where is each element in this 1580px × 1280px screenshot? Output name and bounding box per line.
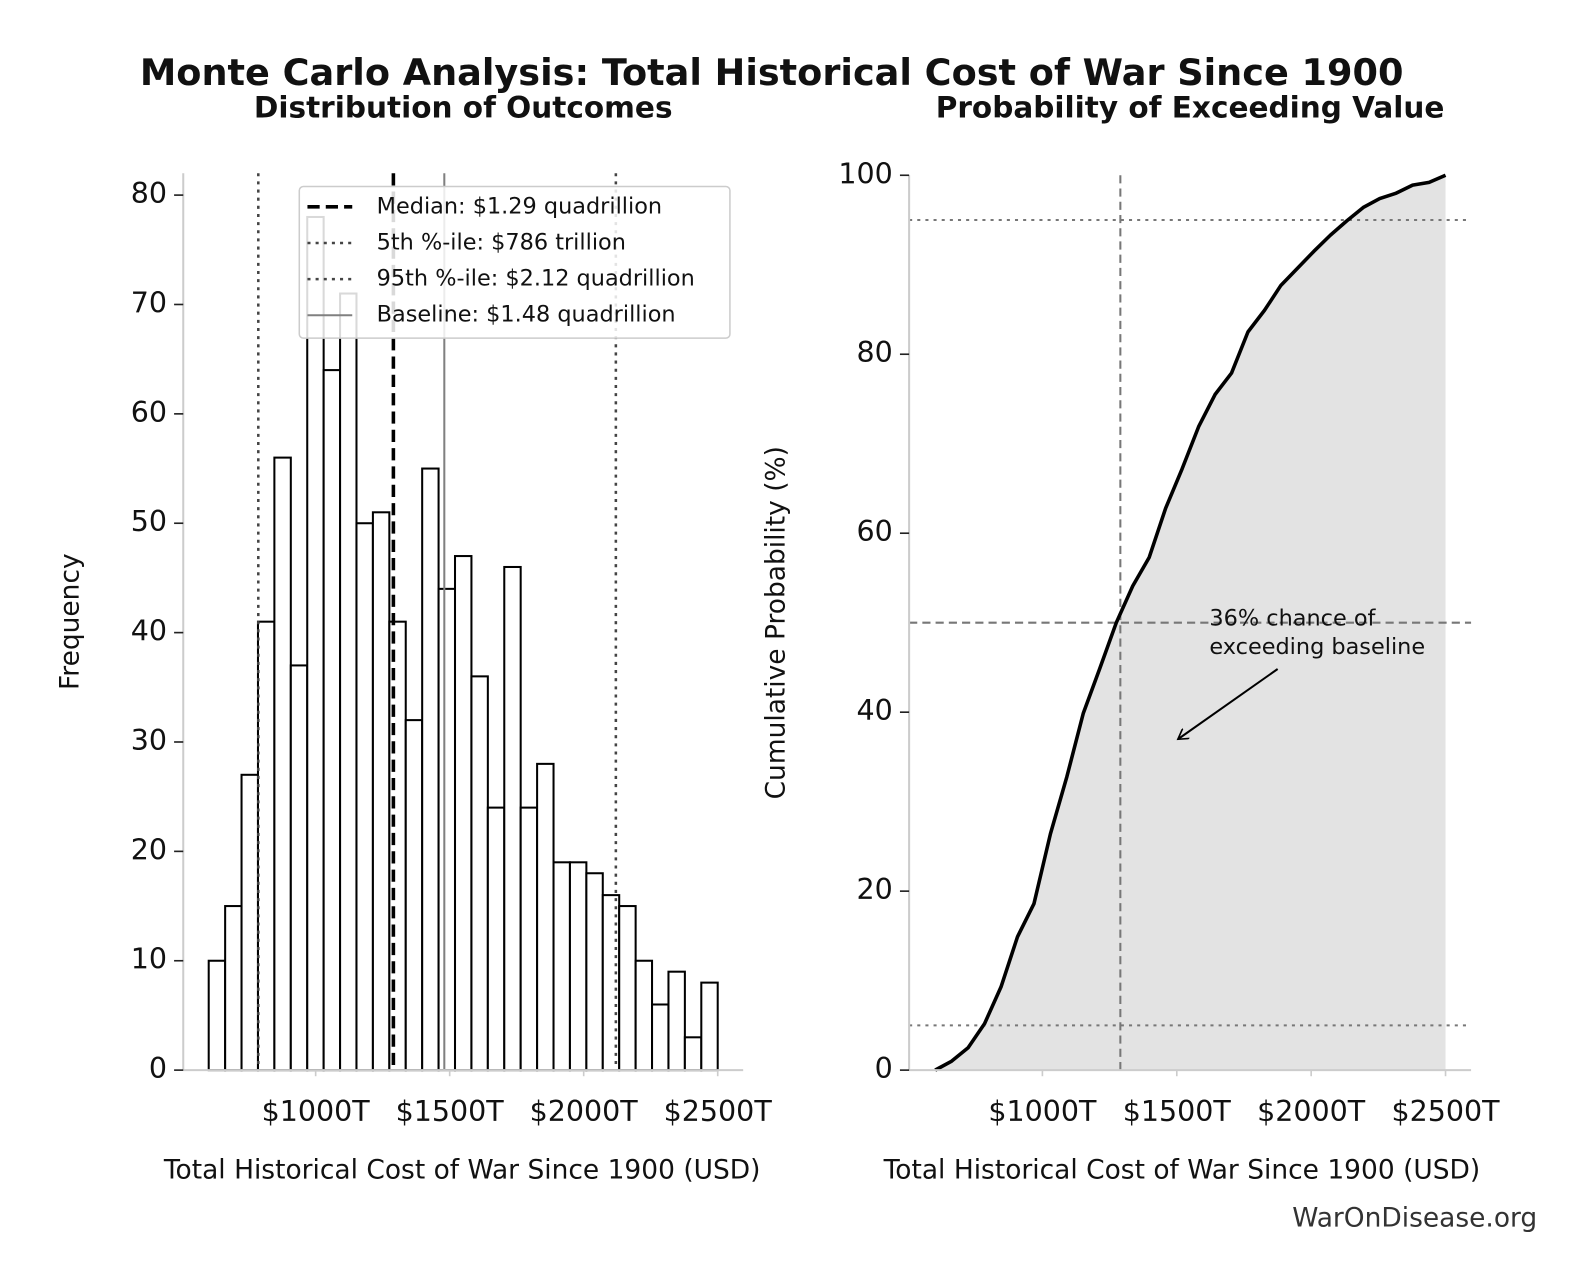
subplot-title: Probability of Exceeding Value (936, 91, 1445, 125)
bar (240, 773, 259, 1072)
bar (224, 905, 243, 1072)
bar (568, 861, 588, 1072)
bar (651, 1003, 670, 1072)
bar (207, 959, 227, 1072)
x-tick-label: $1500T (1123, 1095, 1232, 1128)
y-tick-label: 20 (131, 833, 167, 866)
x-tick-label: $2500T (1391, 1095, 1500, 1128)
y-tick-label: 40 (131, 615, 167, 648)
y-tick-label: 10 (131, 943, 167, 976)
bar (289, 664, 309, 1072)
legend-label: 95th %-ile: $2.12 quadrillion (377, 266, 695, 292)
x-tick-label: $1000T (262, 1095, 371, 1128)
legend-label: 5th %-ile: $786 trillion (377, 229, 626, 255)
bar (486, 806, 506, 1072)
bar (453, 555, 473, 1072)
y-tick-label: 40 (857, 694, 893, 727)
x-tick-label: $2000T (530, 1095, 639, 1128)
bar (601, 894, 621, 1072)
annotation-arrow (1178, 668, 1279, 739)
bar (256, 620, 276, 1072)
bar (536, 762, 555, 1072)
bar (552, 861, 571, 1072)
bar (470, 675, 489, 1072)
bar (683, 1036, 703, 1072)
bar (355, 522, 374, 1072)
bar (437, 587, 457, 1072)
bar (700, 981, 719, 1072)
bar (371, 511, 391, 1072)
y-tick-label: 0 (149, 1052, 167, 1085)
bar (503, 565, 522, 1072)
bar (306, 215, 325, 1072)
bar (273, 456, 292, 1072)
x-tick-label: $1000T (988, 1095, 1097, 1128)
bar (339, 292, 358, 1072)
bar (634, 959, 654, 1072)
line (934, 173, 1447, 1072)
y-tick-label: 50 (131, 505, 167, 538)
legend-label: Median: $1.29 quadrillion (377, 193, 662, 219)
x-axis-label: Total Historical Cost of War Since 1900 … (883, 1154, 1481, 1185)
x-tick-label: $2500T (664, 1095, 773, 1128)
y-tick-label: 30 (131, 724, 167, 757)
y-tick-label: 60 (131, 396, 167, 429)
y-tick-label: 60 (857, 515, 893, 548)
bar (585, 872, 604, 1072)
legend-box (298, 185, 731, 339)
y-axis-label: Frequency (55, 553, 86, 690)
legend-label: Baseline: $1.48 quadrillion (377, 302, 676, 328)
x-tick-label: $2000T (1257, 1095, 1366, 1128)
y-tick-label: 100 (838, 157, 892, 190)
bar (404, 719, 424, 1072)
y-tick-label: 80 (857, 336, 893, 369)
subplot-title: Distribution of Outcomes (254, 91, 673, 125)
bar (519, 806, 539, 1072)
bar (421, 467, 440, 1072)
bar (618, 905, 637, 1072)
y-tick-label: 70 (131, 286, 167, 319)
annotation: exceeding baseline (1209, 634, 1425, 660)
x-axis-label: Total Historical Cost of War Since 1900 … (163, 1154, 761, 1185)
y-tick-label: 20 (857, 873, 893, 906)
x-tick-label: $1500T (396, 1095, 505, 1128)
footer: WarOnDisease.org (1292, 1202, 1537, 1233)
bar (667, 970, 686, 1072)
bar (322, 369, 342, 1072)
y-axis-label: Cumulative Probability (%) (760, 446, 791, 799)
y-tick-label: 80 (131, 177, 167, 210)
annotation: 36% chance of (1209, 606, 1376, 632)
figure-title: Monte Carlo Analysis: Total Historical C… (140, 51, 1404, 94)
y-tick-label: 0 (875, 1052, 893, 1085)
